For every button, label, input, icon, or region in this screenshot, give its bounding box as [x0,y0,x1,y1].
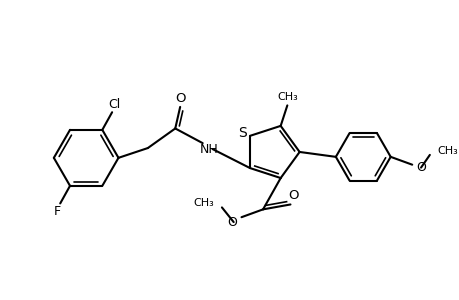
Text: CH₃: CH₃ [193,199,213,208]
Text: CH₃: CH₃ [437,146,458,156]
Text: S: S [237,126,246,140]
Text: CH₃: CH₃ [276,92,297,102]
Text: O: O [174,92,185,105]
Text: Cl: Cl [108,98,120,111]
Text: F: F [54,205,61,218]
Text: O: O [227,216,237,229]
Text: O: O [415,161,425,174]
Text: NH: NH [200,142,218,155]
Text: O: O [287,189,298,202]
